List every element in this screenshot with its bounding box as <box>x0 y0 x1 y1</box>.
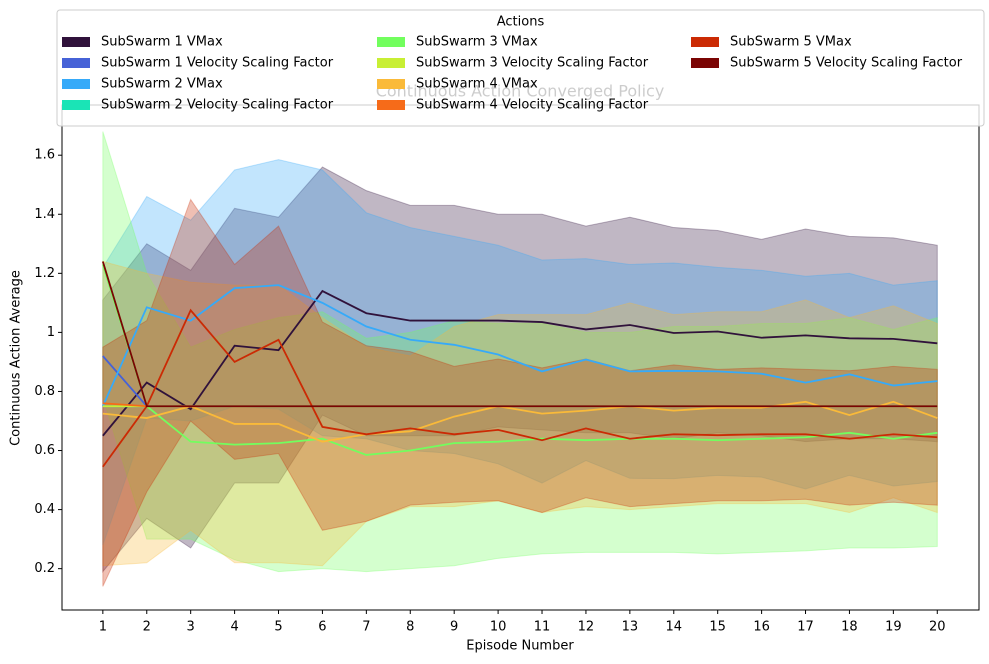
x-tick-label: 15 <box>709 620 726 635</box>
confidence-band <box>102 166 938 573</box>
x-axis-label: Episode Number <box>466 639 574 654</box>
legend-swatch <box>691 37 719 47</box>
y-axis-label: Continuous Action Average <box>9 270 24 446</box>
legend-swatch <box>691 58 719 68</box>
series-line <box>102 289 938 437</box>
x-tick-label: 13 <box>622 620 639 635</box>
x-tick-label: 17 <box>797 620 814 635</box>
x-tick-label: 19 <box>885 620 902 635</box>
y-tick-label: 1.4 <box>34 207 55 222</box>
series-line <box>102 400 938 443</box>
x-tick-label: 10 <box>490 620 507 635</box>
series-line <box>102 308 938 468</box>
y-tick-label: 0.4 <box>34 502 55 517</box>
confidence-band <box>102 131 938 573</box>
legend-label: SubSwarm 1 VMax <box>101 35 223 50</box>
legend-swatch <box>62 100 90 110</box>
legend-swatch <box>377 37 405 47</box>
legend-label: SubSwarm 5 VMax <box>730 35 852 50</box>
x-tick-label: 3 <box>187 620 195 635</box>
legend-swatch <box>377 58 405 68</box>
legend-label: SubSwarm 2 VMax <box>101 77 223 92</box>
series-line <box>101 264 938 456</box>
legend-label: SubSwarm 1 Velocity Scaling Factor <box>101 56 334 71</box>
y-tick-label: 1.2 <box>34 266 55 281</box>
y-tick-label: 1.6 <box>34 148 55 163</box>
confidence-band <box>102 260 938 567</box>
legend-label: SubSwarm 5 Velocity Scaling Factor <box>730 56 963 71</box>
legend-title: Actions <box>497 15 545 30</box>
legend-label: SubSwarm 3 Velocity Scaling Factor <box>416 56 649 71</box>
x-tick-label: 11 <box>534 620 551 635</box>
legend-label: SubSwarm 2 Velocity Scaling Factor <box>101 98 334 113</box>
x-tick-label: 1 <box>99 620 107 635</box>
x-tick-label: 7 <box>362 620 370 635</box>
legend-swatch <box>377 79 405 89</box>
x-tick-label: 12 <box>578 620 595 635</box>
legend-swatch <box>62 37 90 47</box>
y-tick-label: 1 <box>47 325 55 340</box>
x-tick-label: 6 <box>318 620 326 635</box>
y-tick-label: 0.6 <box>34 443 55 458</box>
confidence-band <box>102 198 938 587</box>
x-tick-label: 18 <box>841 620 858 635</box>
legend-swatch <box>377 100 405 110</box>
confidence-band <box>102 159 938 546</box>
legend-swatch <box>62 79 90 89</box>
plot-area <box>101 131 938 587</box>
x-tick-label: 16 <box>753 620 770 635</box>
legend: Actions SubSwarm 1 VMax SubSwarm 1 Velocit… <box>56 9 985 127</box>
legend-label: SubSwarm 3 VMax <box>416 35 538 50</box>
x-tick-label: 8 <box>406 620 414 635</box>
legend-label: SubSwarm 4 VMax <box>416 77 538 92</box>
x-tick-label: 2 <box>143 620 151 635</box>
x-tick-label: 14 <box>665 620 682 635</box>
legend-swatch <box>62 58 90 68</box>
legend-box <box>56 9 985 127</box>
x-tick-label: 4 <box>230 620 238 635</box>
x-tick-label: 5 <box>274 620 282 635</box>
y-tick-label: 0.2 <box>34 561 55 576</box>
series-line <box>101 261 938 408</box>
x-tick-label: 9 <box>450 620 458 635</box>
y-tick-label: 0.8 <box>34 384 55 399</box>
legend-label: SubSwarm 4 Velocity Scaling Factor <box>416 98 649 113</box>
x-tick-label: 20 <box>929 620 946 635</box>
series-line <box>102 284 938 407</box>
